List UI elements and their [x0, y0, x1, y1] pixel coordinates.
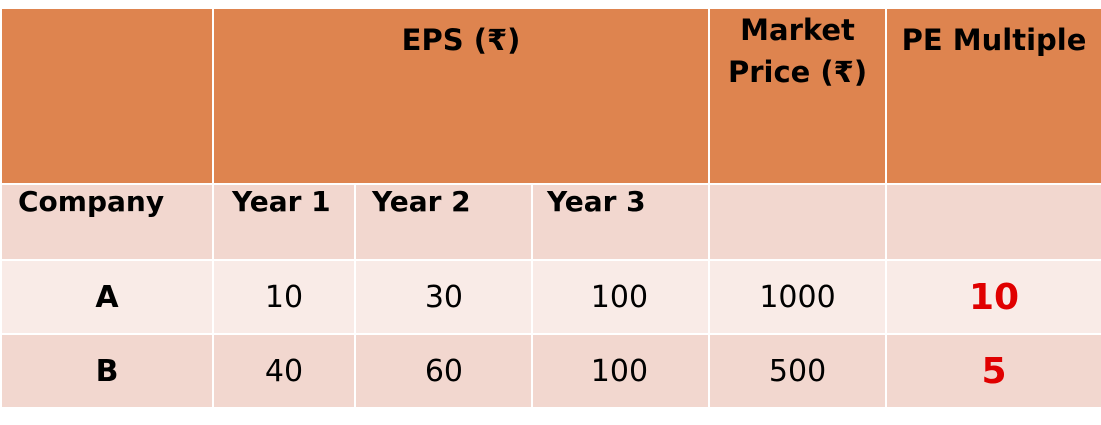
year1-cell: 40 [212, 333, 356, 409]
header-row: EPS (₹) Market Price (₹) PE Multiple [0, 7, 1101, 185]
year3-cell: 100 [530, 259, 711, 335]
market-price-subheader-empty [708, 183, 888, 261]
year2-header: Year 2 [354, 183, 533, 261]
company-cell: B [0, 333, 214, 409]
market-price-header-line1: Market [740, 13, 855, 47]
market-price-header-line2: Price (₹) [727, 55, 868, 89]
year1-cell: 10 [212, 259, 356, 335]
market-price-cell: 1000 [708, 259, 888, 335]
pe-multiple-subheader-empty [885, 183, 1101, 261]
header-empty-cell [0, 7, 214, 185]
year3-header: Year 3 [530, 183, 711, 261]
pe-multiple-cell: 5 [885, 333, 1101, 409]
pe-multiple-cell: 10 [885, 259, 1101, 335]
year3-cell: 100 [530, 333, 711, 409]
market-price-header: Market Price (₹) [708, 7, 888, 185]
company-cell: A [0, 259, 214, 335]
year2-cell: 60 [354, 333, 533, 409]
pe-multiple-table: EPS (₹) Market Price (₹) PE Multiple Com… [0, 7, 1101, 409]
pe-multiple-header: PE Multiple [885, 7, 1101, 185]
market-price-cell: 500 [708, 333, 888, 409]
company-header: Company [0, 183, 214, 261]
year2-cell: 30 [354, 259, 533, 335]
eps-header: EPS (₹) [211, 7, 711, 185]
table-row: A 10 30 100 1000 10 [0, 259, 1101, 335]
subheader-row: Company Year 1 Year 2 Year 3 [0, 183, 1101, 261]
year1-header: Year 1 [212, 183, 356, 261]
table-row: B 40 60 100 500 5 [0, 333, 1101, 409]
